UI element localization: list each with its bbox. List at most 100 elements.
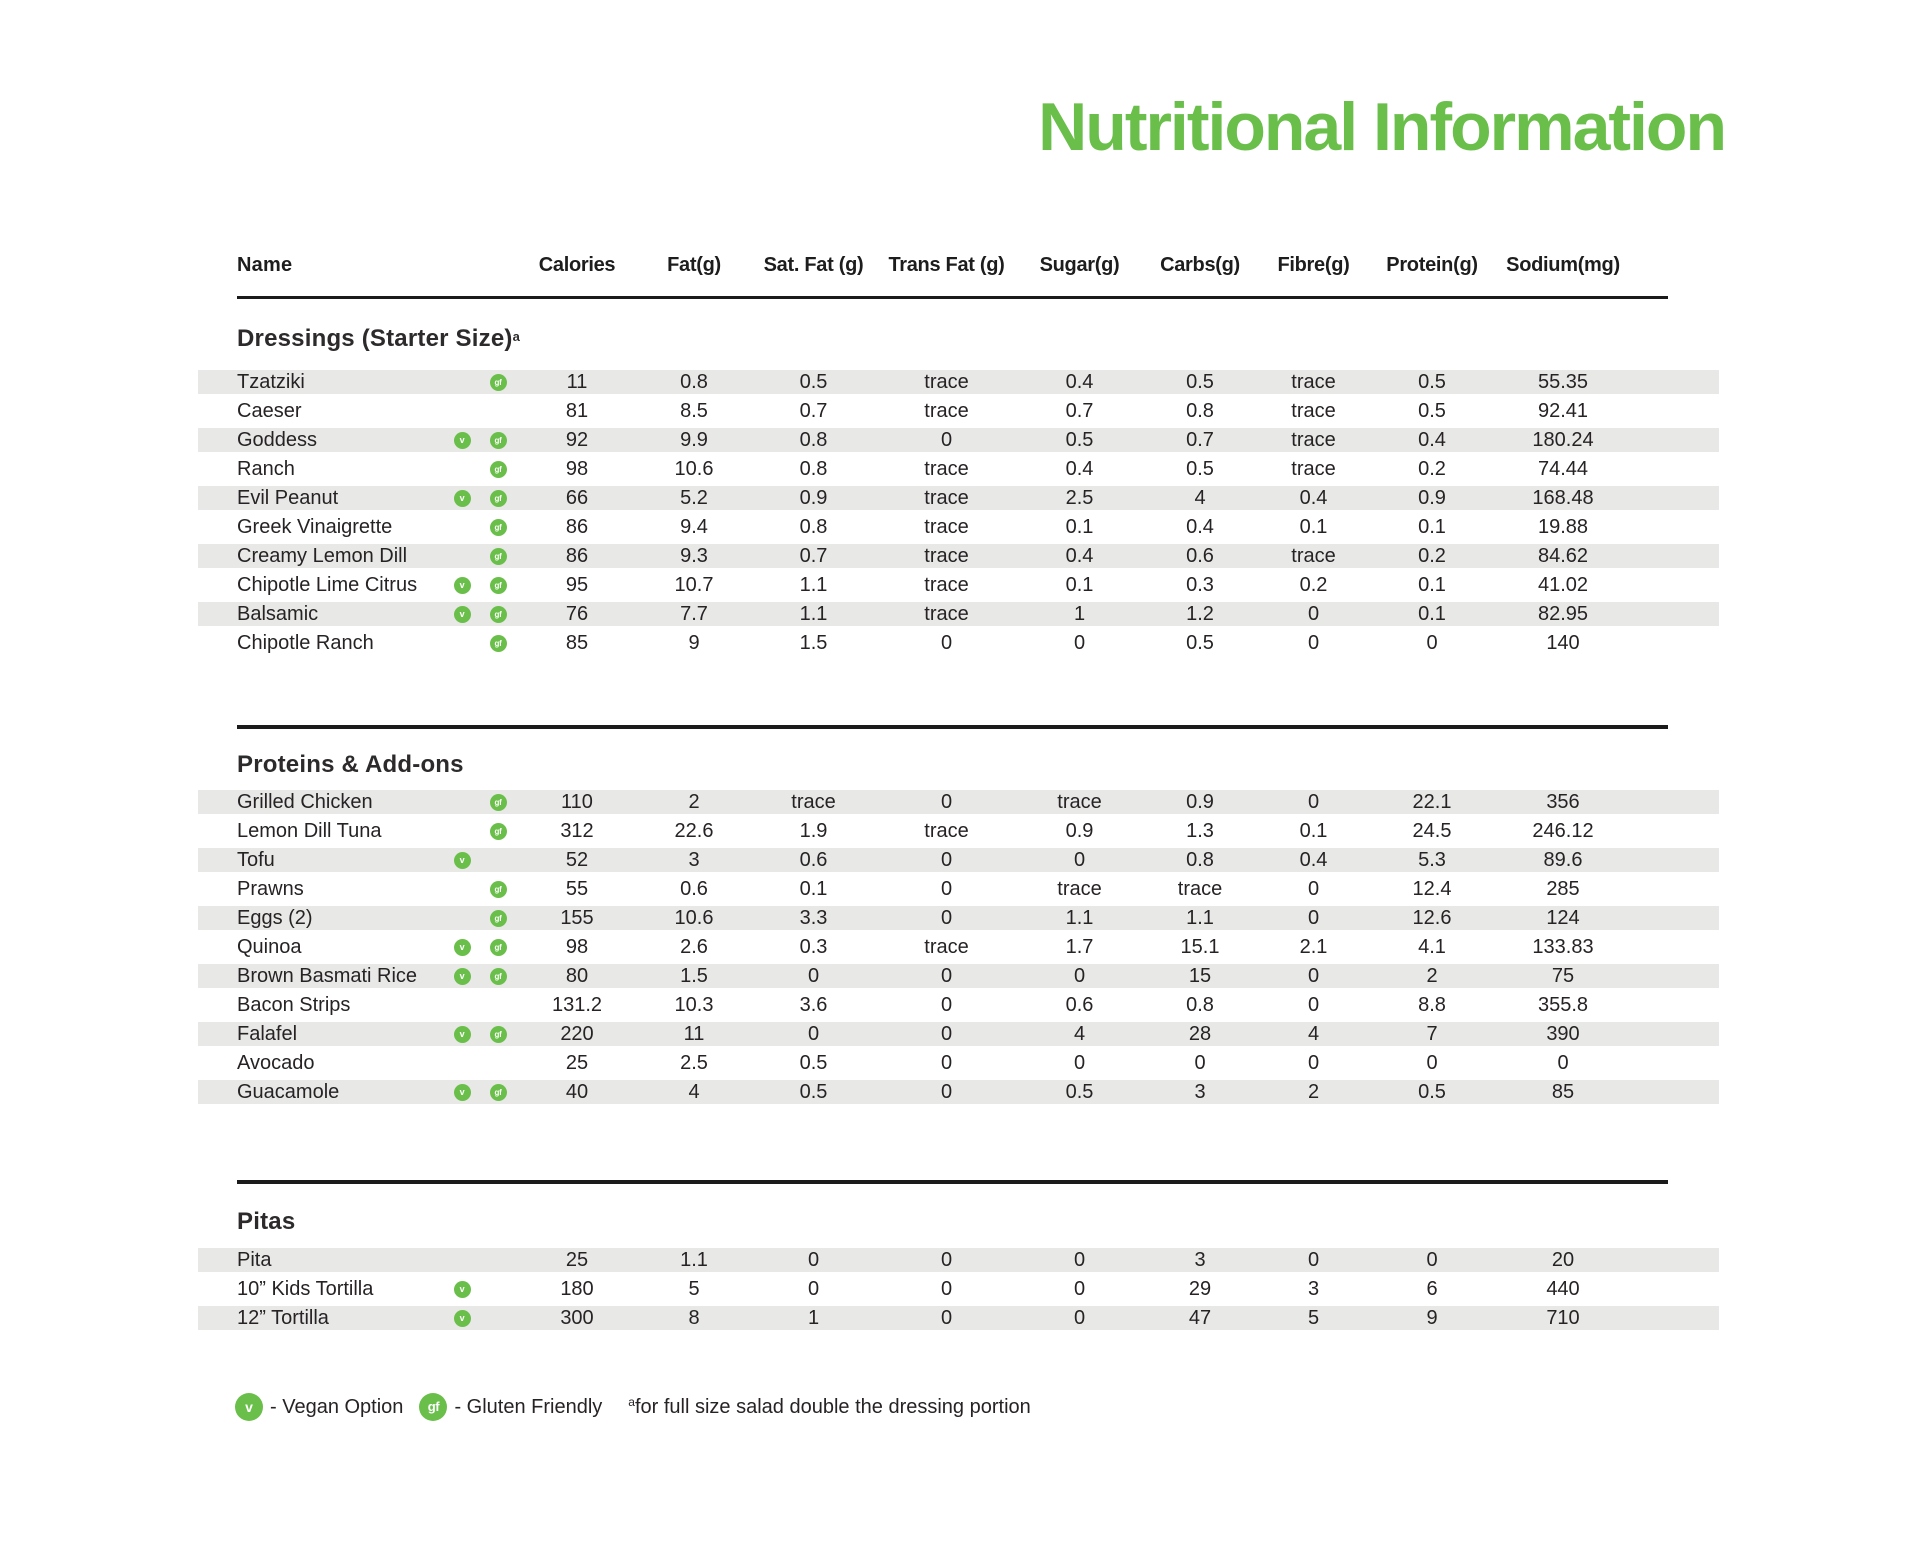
table-row: Chipotle Ranch v gf 85 9 1.5 0 0 0.5 0 0… [198,631,1719,655]
row-value-satfat: 0.8 [799,428,828,451]
row-value-fat: 8 [688,1306,700,1329]
row-value-transfat: 0 [940,790,953,813]
vegan-badge: v [453,431,471,449]
table-section: Dressings (Starter Size)a Tzatziki v gf … [198,325,1719,655]
row-name: Bacon Strips [237,993,351,1016]
row-value-protein: 0.2 [1418,457,1446,480]
gluten-friendly-badge: gf [489,909,507,927]
row-value-sugar: 0 [1073,1248,1086,1271]
row-value-fat: 10.6 [674,906,714,929]
row-value-fibre: 0 [1307,1051,1320,1074]
gluten-friendly-badge: gf [489,576,507,594]
row-value-protein: 0.1 [1418,602,1446,625]
row-value-sugar: 0.7 [1065,399,1094,422]
column-header-satfat: Sat. Fat (g) [763,253,864,276]
row-value-satfat: 3.6 [799,993,828,1016]
row-value-sodium: 168.48 [1532,486,1594,509]
row-value-satfat: 3.3 [799,906,828,929]
row-value-fat: 2 [688,790,700,813]
row-value-carbs: 0.8 [1186,399,1214,422]
row-value-transfat: trace [924,573,969,596]
nutrition-table: Name Calories Fat(g) Sat. Fat (g) Trans … [198,252,1719,1421]
row-value-satfat: 1.1 [799,602,828,625]
row-name: Grilled Chicken [237,790,373,813]
row-value-sugar: 0.5 [1065,1080,1094,1103]
column-header-transfat: Trans Fat (g) [888,253,1005,276]
row-value-carbs: 47 [1188,1306,1212,1329]
row-name: Pita [237,1248,272,1271]
vegan-badge: v [453,938,471,956]
row-value-satfat: 0 [807,964,820,987]
table-row: Chipotle Lime Citrus v gf 95 10.7 1.1 tr… [198,573,1719,597]
row-value-protein: 0 [1426,631,1438,654]
row-value-fat: 2.6 [680,935,708,958]
vegan-badge: v [453,1280,471,1298]
row-name: Guacamole [237,1080,340,1103]
table-row: Balsamic v gf 76 7.7 1.1 trace 1 1.2 0 0… [198,602,1719,626]
row-value-carbs: 28 [1188,1022,1212,1045]
gluten-friendly-badge: gf [489,967,507,985]
table-row: Falafel v gf 220 11 0 0 4 28 4 7 390 [198,1022,1719,1046]
row-value-fibre: 0 [1307,964,1320,987]
row-value-protein: 7 [1426,1022,1438,1045]
gluten-friendly-badge: gf [489,634,507,652]
column-header-protein: Protein(g) [1386,253,1478,276]
row-name: Falafel [237,1022,298,1045]
row-value-fibre: 5 [1307,1306,1320,1329]
row-value-calories: 300 [560,1306,594,1329]
row-value-calories: 25 [565,1248,589,1271]
row-value-calories: 52 [565,848,589,871]
row-value-calories: 25 [565,1051,589,1074]
row-value-calories: 220 [560,1022,594,1045]
row-name: Ranch [237,457,295,480]
row-value-fibre: 3 [1307,1277,1320,1300]
row-value-sodium: 55.35 [1537,370,1589,393]
row-value-carbs: 1.1 [1186,906,1214,929]
row-value-fibre: 0 [1307,790,1320,813]
row-value-sugar: 0.6 [1065,993,1094,1016]
row-value-fibre: 4 [1307,1022,1320,1045]
row-value-calories: 312 [560,819,594,842]
row-value-carbs: 15.1 [1180,935,1220,958]
row-value-transfat: trace [924,515,969,538]
row-value-transfat: 0 [940,1051,953,1074]
row-value-satfat: 0.5 [799,1051,828,1074]
row-value-fibre: 0.4 [1299,486,1328,509]
row-value-calories: 66 [565,486,589,509]
row-value-protein: 0.9 [1418,486,1446,509]
row-value-protein: 24.5 [1412,819,1452,842]
row-value-carbs: 0.5 [1186,631,1214,654]
row-value-sodium: 19.88 [1537,515,1589,538]
gluten-friendly-badge: gf [489,793,507,811]
section-rows: Grilled Chicken v gf 110 2 trace 0 trace… [198,790,1719,1104]
row-value-sugar: 0.5 [1065,428,1094,451]
row-value-fat: 10.7 [674,573,714,596]
row-value-fibre: 2 [1307,1080,1320,1103]
vegan-badge: v [453,1025,471,1043]
row-value-fat: 5.2 [680,486,708,509]
legend-vegan-label: - Vegan Option [270,1395,404,1418]
row-value-fat: 9 [688,631,700,654]
row-value-fibre: 0 [1307,631,1320,654]
row-value-satfat: 0.7 [799,544,828,567]
vegan-badge: v [453,851,471,869]
row-value-calories: 76 [565,602,589,625]
row-value-transfat: 0 [940,1248,953,1271]
row-value-sodium: 356 [1546,790,1580,813]
row-value-protein: 0 [1426,1051,1438,1074]
vegan-badge: v [453,1309,471,1327]
row-value-transfat: 0 [940,906,953,929]
vegan-badge: v [453,489,471,507]
row-value-transfat: trace [924,457,969,480]
section-rule [237,1180,1668,1184]
row-value-satfat: 0 [807,1277,820,1300]
row-value-carbs: 0.7 [1186,428,1214,451]
vegan-badge: v [453,605,471,623]
row-value-sodium: 285 [1546,877,1580,900]
row-value-satfat: trace [791,790,836,813]
table-row: Guacamole v gf 40 4 0.5 0 0.5 3 2 0.5 85 [198,1080,1719,1104]
row-value-satfat: 0 [807,1022,820,1045]
row-value-protein: 12.6 [1412,906,1452,929]
row-value-calories: 98 [565,935,589,958]
legend-gf-group: gf - Gluten Friendly [419,1393,602,1421]
